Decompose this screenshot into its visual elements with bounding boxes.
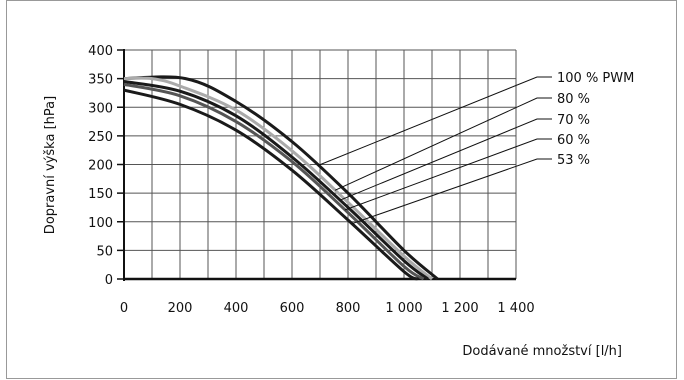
- x-tick-label: 1 400: [497, 301, 534, 316]
- x-tick-label: 0: [120, 301, 128, 316]
- x-tick-label: 800: [336, 301, 361, 316]
- y-tick-label: 300: [88, 101, 113, 116]
- series-line-5: [123, 88, 419, 281]
- x-tick-label: 600: [280, 301, 305, 316]
- y-tick-label: 50: [96, 244, 113, 259]
- x-tick-label: 1 200: [441, 301, 478, 316]
- y-tick-label: 200: [88, 159, 113, 174]
- y-tick-label: 100: [88, 216, 113, 231]
- x-tick-label: 1 000: [385, 301, 422, 316]
- legend-label: 60 %: [557, 133, 590, 148]
- legend-label: 70 %: [557, 113, 590, 128]
- x-tick-label: 400: [224, 301, 249, 316]
- x-tick-labels: 0 200 400 600 800 1 000 1 200 1 400: [120, 301, 535, 316]
- y-axis-label: Dopravní výška [hPa]: [43, 96, 58, 234]
- chart-frame: [6, 0, 677, 379]
- legend-leader-line: [344, 138, 552, 211]
- legend-leader-line: [317, 76, 552, 166]
- y-tick-labels: 0 50 100 150 200 250 300 350 400: [88, 44, 124, 288]
- y-tick-label: 350: [88, 73, 113, 88]
- y-tick-label: 0: [105, 273, 113, 288]
- legend-leader-line: [351, 158, 552, 225]
- legend-label: 53 %: [557, 153, 590, 168]
- series-line-2: [123, 76, 433, 281]
- legend-leader-line: [334, 97, 552, 191]
- y-tick-label: 400: [88, 44, 113, 59]
- x-axis-label: Dodávané množství [l/h]: [462, 344, 622, 359]
- series-lines: [123, 75, 439, 281]
- legend-label: 100 % PWM: [557, 71, 634, 86]
- series-line-3: [123, 80, 429, 281]
- series-line-1: [123, 75, 439, 281]
- legend-leader-line: [339, 118, 552, 201]
- series-line-4: [123, 82, 425, 281]
- legend-label: 80 %: [557, 92, 590, 107]
- x-tick-label: 200: [168, 301, 193, 316]
- y-tick-label: 250: [88, 130, 113, 145]
- y-tick-label: 150: [88, 187, 113, 202]
- legend: 100 % PWM 80 % 70 % 60 % 53 %: [317, 71, 634, 225]
